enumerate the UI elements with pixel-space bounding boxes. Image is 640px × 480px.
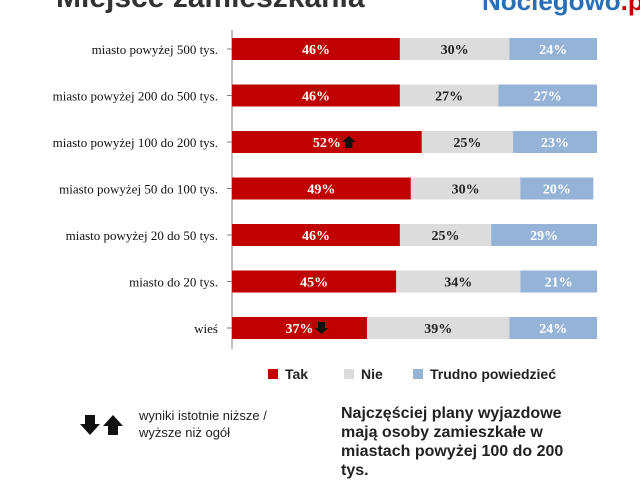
bar-tak — [232, 84, 400, 107]
data-label-tak: 46% — [302, 229, 330, 244]
bar-tak — [232, 177, 411, 200]
data-label-trudno: 23% — [541, 136, 569, 151]
significance-up-icon — [341, 136, 356, 148]
legend-label-trudno: Trudno powiedzieć — [430, 366, 557, 382]
bar-tak — [232, 131, 422, 153]
data-label-tak: 45% — [300, 276, 328, 291]
bar-nie — [396, 270, 521, 293]
bar-nie — [421, 131, 514, 153]
brand-suffix: .pl — [620, 0, 640, 16]
category-label: miasto do 20 tys. — [129, 275, 218, 290]
bar-tak — [232, 270, 397, 293]
data-label-tak: 46% — [302, 90, 330, 105]
significance-note: wyniki istotnie niższe / wyższe niż ogół — [80, 407, 279, 441]
bar-trudno — [513, 131, 597, 153]
data-label-tak: 37% — [286, 322, 314, 337]
data-label-trudno: 21% — [545, 276, 573, 291]
category-label: miasto powyżej 20 do 50 tys. — [66, 228, 218, 243]
brand-name: Noclegowo — [482, 0, 621, 16]
bar-tak — [232, 224, 400, 246]
brand-logo: Noclegowo.pl — [482, 0, 640, 17]
data-label-nie: 30% — [441, 43, 469, 58]
bar-tak — [232, 38, 400, 60]
data-label-nie: 27% — [435, 90, 463, 105]
legend-swatch-nie — [344, 369, 354, 379]
legend-label-nie: Nie — [361, 366, 383, 382]
data-label-nie: 25% — [453, 136, 481, 151]
category-label: miasto powyżej 100 do 200 tys. — [53, 135, 218, 150]
data-label-nie: 34% — [444, 276, 472, 291]
category-label: wieś — [194, 321, 218, 336]
data-label-tak: 49% — [307, 183, 335, 198]
legend-item-trudno: Trudno powiedzieć — [413, 366, 556, 382]
bar-tak — [232, 317, 368, 339]
arrow-up-icon — [103, 415, 123, 435]
bar-nie — [399, 84, 499, 107]
bar-nie — [410, 177, 521, 200]
data-label-trudno: 27% — [534, 90, 562, 105]
significance-note-text: wyniki istotnie niższe / wyższe niż ogół — [139, 408, 267, 440]
data-label-nie: 30% — [452, 183, 480, 198]
summary-text: Najczęściej plany wyjazdowe mają osoby z… — [341, 405, 564, 479]
legend-item-tak: Tak — [268, 366, 308, 382]
category-label: miasto powyżej 200 do 500 tys. — [53, 89, 218, 104]
significance-arrows — [80, 415, 123, 435]
page-title: Miejsce zamieszkania — [56, 0, 365, 15]
data-label-tak: 52% — [313, 136, 341, 151]
stacked-bar-chart: miasto powyżej 500 tys. 46% 30% 24% miasto p… — [53, 30, 597, 349]
bar-trudno — [509, 317, 597, 339]
data-label-trudno: 24% — [539, 43, 567, 58]
bar-nie — [367, 317, 510, 339]
data-label-nie: 39% — [424, 322, 452, 337]
bar-trudno — [520, 270, 597, 293]
data-label-trudno: 20% — [543, 183, 571, 198]
legend-item-nie: Nie — [344, 366, 383, 382]
arrow-down-icon — [80, 415, 100, 435]
bar-trudno — [520, 177, 594, 200]
data-label-trudno: 29% — [530, 229, 558, 244]
bar-trudno — [509, 38, 597, 60]
bar-trudno — [491, 224, 597, 246]
category-label: miasto powyżej 50 do 100 tys. — [59, 182, 218, 197]
data-label-tak: 46% — [302, 43, 330, 58]
bar-trudno — [498, 84, 597, 107]
bar-nie — [399, 38, 510, 60]
category-label: miasto powyżej 500 tys. — [92, 42, 218, 57]
bar-nie — [399, 224, 492, 246]
legend-label-tak: Tak — [285, 366, 309, 382]
legend-swatch-trudno — [413, 369, 423, 379]
data-label-trudno: 24% — [539, 322, 567, 337]
legend-swatch-tak — [268, 369, 278, 379]
significance-down-icon — [314, 322, 329, 334]
data-label-nie: 25% — [432, 229, 460, 244]
